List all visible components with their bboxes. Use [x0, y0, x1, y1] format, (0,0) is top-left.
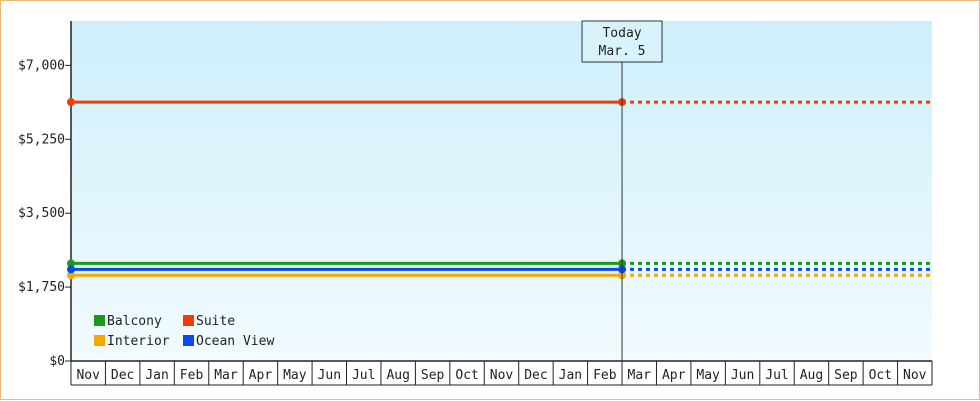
- series-layer: [67, 98, 932, 280]
- x-tick-label: Feb: [593, 368, 617, 383]
- legend-label: Ocean View: [196, 334, 274, 349]
- y-tick-label: $0: [49, 354, 65, 369]
- x-tick-label: Jun: [731, 368, 754, 383]
- today-marker: Today Mar. 5: [581, 20, 663, 361]
- x-tick-label: May: [696, 368, 720, 383]
- legend-swatch: [94, 335, 105, 346]
- legend-swatch: [94, 315, 105, 326]
- today-box: [581, 20, 663, 63]
- x-tick-label: Mar: [628, 368, 652, 383]
- legend: Balcony Suite Interior Ocean View: [94, 314, 274, 349]
- legend-swatch: [183, 315, 194, 326]
- x-tick-label: Mar: [214, 368, 238, 383]
- x-tick-label: May: [283, 368, 307, 383]
- x-tick-label: Jun: [318, 368, 341, 383]
- x-tick-label: Jan: [145, 368, 168, 383]
- legend-label: Balcony: [107, 314, 162, 329]
- x-tick-label: Apr: [662, 368, 686, 383]
- y-tick-label: $1,750: [18, 280, 65, 295]
- plot-background: [71, 21, 932, 361]
- x-tick-label: Oct: [455, 368, 478, 383]
- x-tick-label: Aug: [386, 368, 409, 383]
- y-tick-label: $5,250: [18, 132, 65, 147]
- series-point-start: [67, 265, 75, 274]
- x-axis: Nov Dec Jan Feb Mar Apr May Jun Jul Aug Sep Oct Nov D…: [70, 360, 933, 386]
- y-tick-label: $3,500: [18, 206, 65, 221]
- x-tick-label: Jul: [765, 368, 788, 383]
- x-tick-label: Sep: [834, 368, 858, 383]
- legend-label: Suite: [196, 314, 235, 329]
- y-axis: $0 $1,750 $3,500 $5,250 $7,000: [18, 21, 72, 369]
- x-tick-label: Dec: [524, 368, 547, 383]
- series-point-start: [67, 259, 75, 268]
- x-tick-label: Jan: [559, 368, 582, 383]
- legend-label: Interior: [107, 334, 170, 349]
- x-tick-label: Apr: [249, 368, 273, 383]
- x-tick-label: Nov: [76, 368, 100, 383]
- x-tick-label: Jul: [352, 368, 375, 383]
- x-tick-label: Dec: [111, 368, 134, 383]
- series-point-start: [67, 271, 75, 280]
- x-tick-label: Nov: [903, 368, 927, 383]
- x-tick-label: Aug: [800, 368, 823, 383]
- today-label: Today: [602, 26, 641, 41]
- series-point-start: [67, 98, 75, 107]
- today-date: Mar. 5: [599, 44, 646, 59]
- y-tick-label: $7,000: [18, 58, 65, 73]
- x-tick-label: Sep: [421, 368, 445, 383]
- legend-swatch: [183, 335, 194, 346]
- x-tick-label: Feb: [180, 368, 204, 383]
- x-tick-label: Nov: [490, 368, 514, 383]
- x-tick-label: Oct: [869, 368, 892, 383]
